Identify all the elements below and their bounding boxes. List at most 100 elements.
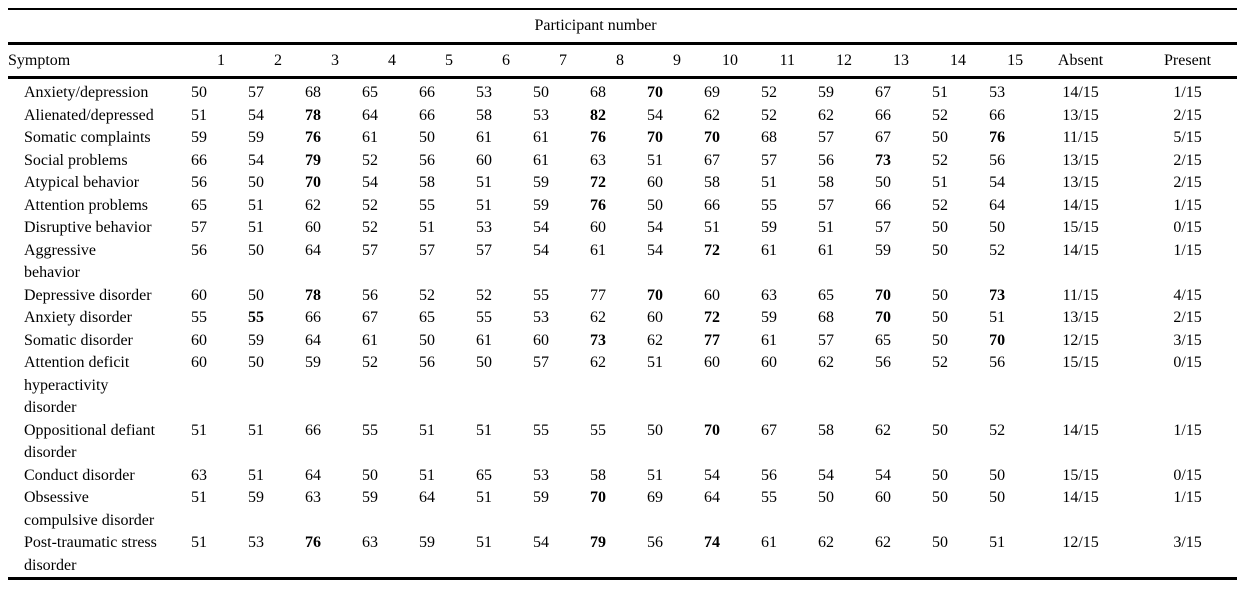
score-cell: 51	[191, 421, 207, 439]
score-cell: 50	[875, 174, 891, 191]
score-cell: 54	[647, 106, 663, 124]
score-cell: 54	[248, 106, 264, 124]
participant-column-header: 3	[282, 43, 339, 79]
score-cell: 51	[647, 466, 663, 484]
participant-column-header: 1	[168, 43, 225, 79]
score-cell: 66	[305, 421, 321, 439]
score-cell: 57	[248, 84, 264, 101]
score-cell: 56	[761, 466, 777, 484]
score-cell: 66	[305, 309, 321, 326]
score-cell: 55	[761, 196, 777, 214]
score-cell: 50	[248, 286, 264, 304]
score-cell: 52	[761, 106, 777, 124]
score-cell: 57	[875, 219, 891, 236]
score-cell: 57	[818, 196, 834, 214]
score-cell: 70	[875, 309, 891, 326]
score-cell: 69	[704, 84, 720, 101]
score-cell: 62	[818, 534, 834, 551]
symptom-label: Attention deficit hyperactivity disorder	[24, 354, 130, 416]
score-cell: 61	[590, 241, 606, 259]
score-cell: 60	[590, 219, 606, 236]
present-cell: 1/15	[1173, 489, 1202, 506]
score-cell: 69	[647, 489, 663, 506]
score-cell: 61	[476, 331, 492, 349]
score-cell: 70	[704, 129, 720, 146]
absent-cell: 15/15	[1062, 466, 1099, 484]
score-cell: 54	[647, 241, 663, 259]
table-row: Oppositional defiant disorder 51 51 66 55 51 5…	[8, 420, 1237, 465]
score-cell: 50	[932, 466, 948, 484]
score-cell: 62	[818, 106, 834, 124]
symptom-label: Obsessive compulsive disorder	[24, 489, 155, 529]
score-cell: 65	[476, 466, 492, 484]
score-cell: 74	[704, 534, 720, 551]
present-column-header: Present	[1138, 43, 1238, 79]
score-cell: 62	[704, 106, 720, 124]
absent-cell: 14/15	[1062, 196, 1099, 214]
score-cell: 70	[647, 129, 663, 146]
score-cell: 51	[476, 534, 492, 551]
score-cell: 56	[647, 534, 663, 551]
score-cell: 65	[419, 309, 435, 326]
score-cell: 51	[191, 106, 207, 124]
score-cell: 54	[818, 466, 834, 484]
score-cell: 65	[362, 84, 378, 101]
score-cell: 51	[248, 466, 264, 484]
score-cell: 77	[704, 331, 720, 349]
present-cell: 1/15	[1173, 196, 1202, 214]
score-cell: 65	[818, 286, 834, 304]
score-cell: 57	[818, 331, 834, 349]
absent-cell: 15/15	[1062, 219, 1099, 236]
score-cell: 50	[989, 489, 1006, 506]
score-cell: 70	[305, 174, 321, 191]
score-cell: 51	[248, 421, 264, 439]
score-cell: 51	[476, 196, 492, 214]
table-row: Conduct disorder 63 51 64 50 51 65 53 58 51 54 56 54…	[8, 465, 1237, 488]
score-cell: 60	[875, 489, 891, 506]
absent-cell: 14/15	[1062, 489, 1099, 506]
score-cell: 55	[533, 286, 549, 304]
score-cell: 66	[989, 106, 1006, 124]
score-cell: 52	[362, 151, 378, 169]
table-row: Aggressive behavior 56 50 64 57 57 57 54 61 54 72 6…	[8, 240, 1237, 285]
score-cell: 58	[419, 174, 435, 191]
score-cell: 58	[818, 174, 834, 191]
score-cell: 55	[362, 421, 378, 439]
score-cell: 50	[989, 466, 1006, 484]
table-body: Anxiety/depression 50 57 68 65 66 53 50 68 70 69 52…	[8, 78, 1237, 579]
score-cell: 53	[533, 309, 549, 326]
score-cell: 70	[875, 286, 891, 304]
score-cell: 57	[476, 241, 492, 259]
score-cell: 52	[932, 196, 948, 214]
absent-cell: 12/15	[1062, 534, 1099, 551]
score-cell: 76	[305, 534, 321, 551]
symptom-scores-table: Participant number Symptom 1 2 3 4 5 6 7 8 9 10 11…	[8, 8, 1238, 580]
present-cell: 2/15	[1173, 309, 1202, 326]
score-cell: 57	[761, 151, 777, 169]
participant-column-header: 11	[738, 43, 795, 79]
score-cell: 51	[191, 489, 207, 506]
score-cell: 62	[818, 354, 834, 371]
score-cell: 58	[818, 421, 834, 439]
score-cell: 64	[989, 196, 1006, 214]
score-cell: 59	[419, 534, 435, 551]
absent-cell: 13/15	[1062, 174, 1099, 191]
score-cell: 52	[419, 286, 435, 304]
score-cell: 54	[647, 219, 663, 236]
score-cell: 54	[533, 219, 549, 236]
score-cell: 50	[533, 84, 549, 101]
score-cell: 72	[704, 241, 720, 259]
score-cell: 66	[419, 84, 435, 101]
score-cell: 66	[191, 151, 207, 169]
score-cell: 58	[590, 466, 606, 484]
score-cell: 57	[818, 129, 834, 146]
score-cell: 51	[647, 354, 663, 371]
score-cell: 59	[875, 241, 891, 259]
score-cell: 55	[191, 309, 207, 326]
score-cell: 51	[989, 534, 1006, 551]
score-cell: 60	[704, 286, 720, 304]
symptom-label: Oppositional defiant disorder	[24, 421, 156, 462]
score-cell: 66	[704, 196, 720, 214]
score-cell: 54	[362, 174, 378, 191]
table-row: Social problems 66 54 79 52 56 60 61 63 51 67 57 56 7…	[8, 150, 1237, 173]
